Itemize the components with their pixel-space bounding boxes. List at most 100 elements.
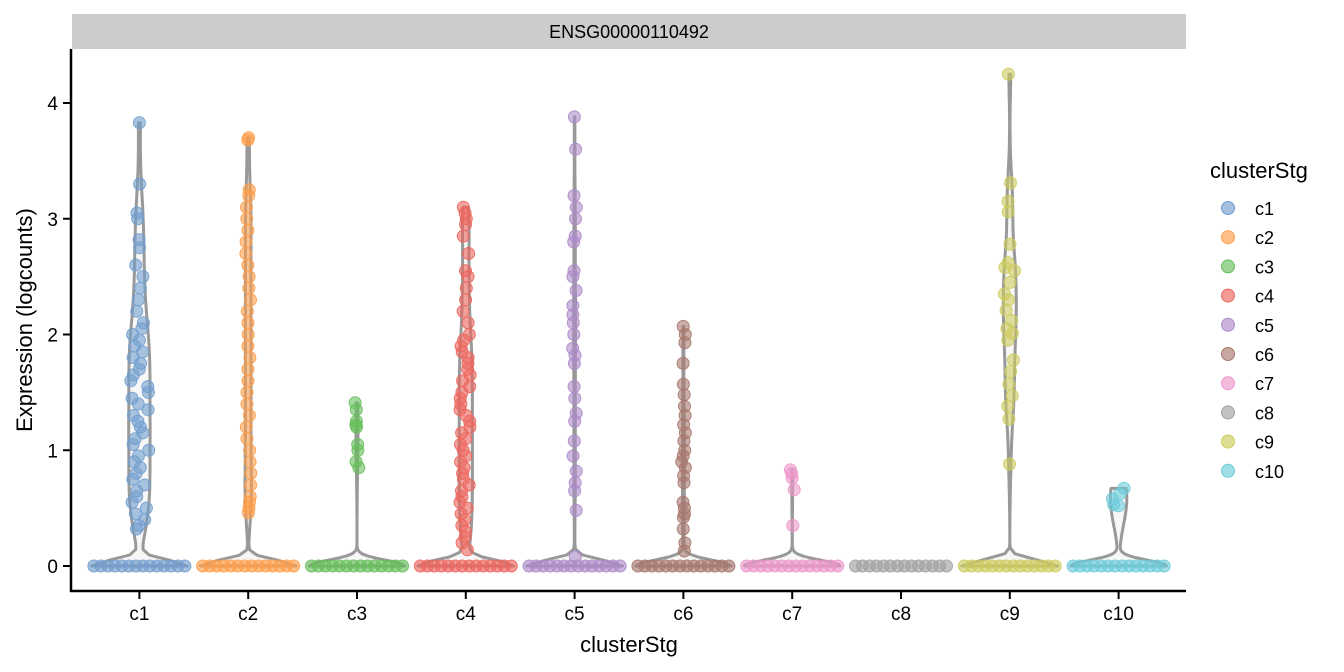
point-c9 — [1003, 275, 1017, 289]
point-c2 — [242, 281, 256, 295]
point-c1 — [132, 116, 146, 130]
point-c7 — [785, 471, 799, 485]
point-c7 — [787, 483, 801, 497]
point-c2 — [241, 506, 255, 520]
point-c9 — [1005, 389, 1019, 403]
point-c5 — [569, 212, 582, 226]
point-c2 — [241, 258, 255, 272]
point-c2 — [241, 362, 255, 376]
point-c2 — [241, 133, 255, 147]
point-c4 — [461, 270, 475, 284]
point-c9 — [1003, 237, 1017, 251]
point-c5 — [568, 391, 582, 405]
point-c1-zero — [178, 559, 192, 573]
point-c1 — [131, 397, 145, 411]
point-c5 — [567, 380, 581, 394]
y-tick-label: 3 — [47, 210, 58, 231]
point-c2 — [242, 189, 256, 203]
point-c3 — [352, 461, 366, 475]
point-c2 — [239, 235, 253, 249]
point-c1 — [130, 522, 143, 536]
legend-label-c10: c10 — [1255, 462, 1284, 482]
point-c10 — [1111, 499, 1125, 513]
point-c7-zero — [831, 559, 845, 573]
legend-label-c8: c8 — [1255, 403, 1274, 423]
point-c4 — [459, 281, 473, 295]
point-c5 — [569, 503, 583, 517]
point-c9 — [1004, 176, 1017, 190]
legend-label-c7: c7 — [1255, 374, 1274, 394]
point-c2-zero — [287, 559, 301, 573]
point-c5-zero — [613, 559, 627, 573]
point-c5 — [567, 328, 581, 341]
point-c5 — [567, 110, 581, 124]
point-c1 — [131, 212, 145, 226]
point-c5 — [567, 235, 581, 249]
point-c9-zero — [1048, 559, 1062, 573]
legend-label-c2: c2 — [1255, 228, 1274, 248]
point-c2 — [239, 420, 253, 434]
y-tick-label: 4 — [47, 94, 58, 115]
point-c4 — [459, 218, 472, 231]
point-c2 — [244, 293, 257, 307]
point-c1 — [136, 270, 150, 284]
point-c4 — [461, 316, 475, 330]
point-c6 — [677, 476, 691, 490]
point-c5 — [569, 142, 583, 156]
point-c2 — [241, 339, 255, 353]
point-c10-zero — [1157, 559, 1171, 573]
point-c1 — [133, 241, 146, 255]
point-c9 — [999, 303, 1013, 317]
point-c1 — [131, 293, 145, 307]
point-c1 — [139, 501, 153, 515]
point-c9 — [1007, 353, 1020, 367]
point-c2 — [240, 304, 254, 318]
point-c6 — [676, 356, 690, 370]
legend-key-c1 — [1221, 201, 1235, 215]
legend-key-c3 — [1221, 259, 1235, 274]
point-c1 — [128, 507, 142, 521]
point-c5 — [566, 270, 580, 284]
point-c5 — [569, 464, 583, 478]
legend-label-c4: c4 — [1255, 287, 1274, 307]
point-c2 — [241, 316, 255, 330]
point-c2 — [243, 351, 257, 365]
point-c2 — [239, 247, 253, 260]
point-c5 — [567, 356, 581, 370]
point-c9 — [1001, 399, 1015, 413]
y-axis-title: Expression (logcounts) — [12, 208, 37, 432]
point-c3-zero — [396, 559, 409, 573]
legend-title: clusterStg — [1210, 158, 1308, 183]
point-c5 — [567, 189, 581, 203]
point-c2 — [243, 443, 257, 457]
point-c5 — [567, 434, 581, 448]
point-c5 — [568, 414, 582, 428]
point-c5 — [566, 449, 580, 463]
point-c4 — [462, 247, 476, 260]
point-c4-zero — [504, 559, 518, 573]
point-c2 — [244, 466, 258, 480]
point-c3 — [349, 403, 363, 417]
point-c6 — [677, 544, 691, 558]
point-c2 — [240, 200, 253, 214]
facet-title: ENSG00000110492 — [549, 22, 709, 42]
point-c1 — [130, 304, 144, 318]
legend-key-c5 — [1221, 317, 1235, 332]
legend-label-c5: c5 — [1255, 316, 1274, 336]
legend-label-c3: c3 — [1255, 257, 1274, 277]
point-c2 — [240, 397, 254, 411]
point-c1 — [141, 403, 155, 417]
legend-key-c6 — [1221, 347, 1235, 361]
point-c1 — [126, 438, 140, 451]
point-c2 — [242, 270, 256, 284]
point-c1 — [133, 177, 147, 191]
point-layer — [87, 67, 1171, 573]
point-c6 — [677, 388, 691, 402]
point-c9 — [1002, 377, 1016, 391]
point-c9 — [1001, 333, 1015, 347]
x-axis-title: clusterStg — [580, 632, 678, 657]
point-c2 — [240, 432, 254, 446]
x-tick-label: c1 — [129, 604, 149, 625]
legend-label-c1: c1 — [1255, 199, 1274, 219]
legend-label-c6: c6 — [1255, 345, 1274, 365]
